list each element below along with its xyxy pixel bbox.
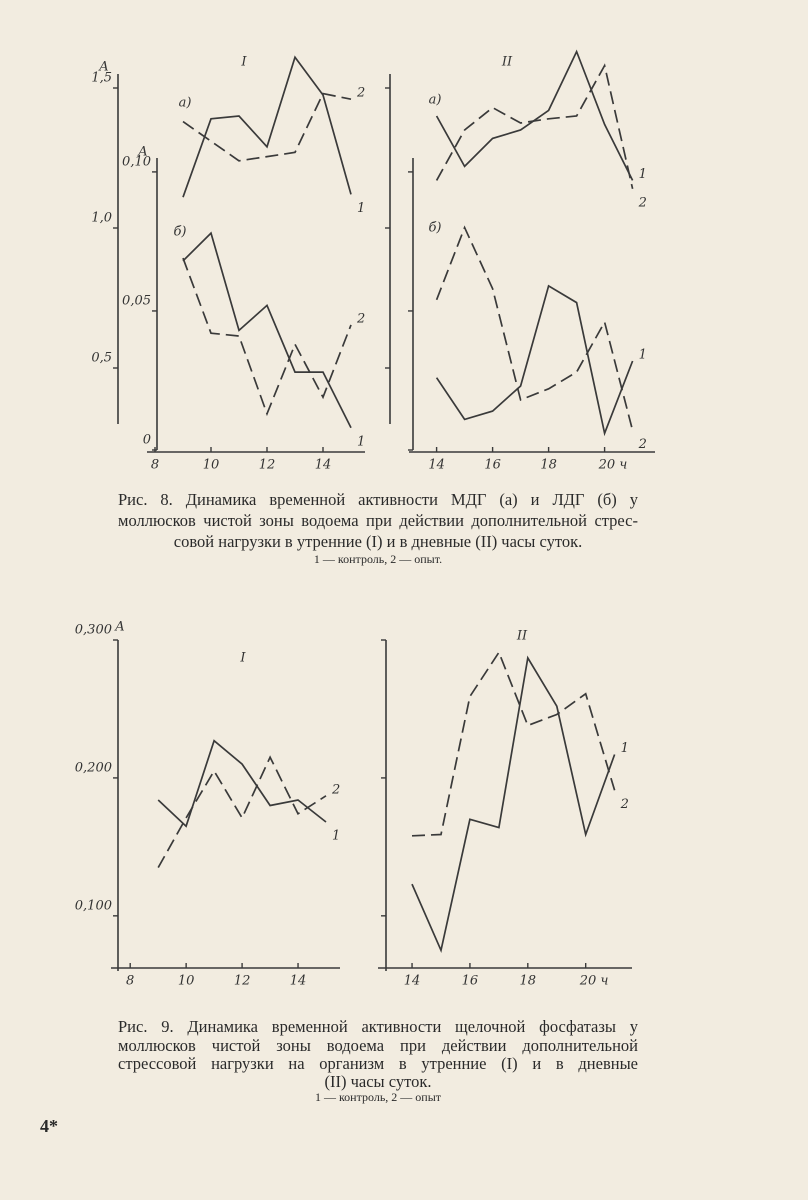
caption-legend: 1 — контроль, 2 — опыт. (313, 552, 443, 566)
panel-label: II (516, 629, 528, 644)
page-number: 4* (40, 1116, 58, 1136)
panel-label: I (240, 55, 247, 70)
data-line (411, 655, 616, 954)
y-tick-label: 0,5 (91, 351, 112, 366)
panel-label: II (501, 55, 513, 70)
y-tick-label: 0,200 (75, 760, 112, 775)
y-tick-label: 0,10 (122, 154, 151, 169)
x-tick-label: 8 (126, 974, 134, 989)
y-label: A (114, 620, 124, 635)
data-line (182, 257, 352, 417)
series-label: 1 (332, 829, 340, 844)
x-tick-label: 14 (428, 458, 445, 473)
x-tick-label: 12 (259, 458, 276, 473)
caption-line: моллюсков чистой зоны водоема при действ… (118, 1036, 638, 1055)
series-label: 1 (357, 201, 365, 216)
x-tick-label: 10 (178, 974, 195, 989)
caption-line: моллюсков чистой зоны водоема при действ… (118, 511, 638, 530)
y-tick-label: 1,0 (91, 211, 112, 226)
data-line (182, 92, 352, 162)
y-tick-label: 0 (143, 433, 151, 448)
data-line (157, 739, 327, 828)
x-tick-label: 10 (203, 458, 220, 473)
data-line (435, 63, 634, 189)
caption-line: Рис. 9. Динамика временной активности ще… (118, 1017, 638, 1036)
y-tick-label: 0,300 (75, 623, 112, 638)
x-tick-label: 16 (462, 974, 479, 989)
panel-label: I (239, 651, 246, 666)
x-tick-label: 16 (484, 458, 501, 473)
caption-line: (II) часы суток. (324, 1072, 432, 1091)
x-tick-label: 14 (315, 458, 332, 473)
series-label: 2 (620, 797, 629, 812)
data-line (182, 55, 352, 198)
series-label: 1 (639, 348, 647, 363)
x-tick-label: 20 ч (579, 974, 609, 989)
annotation: а) (429, 93, 442, 108)
series-label: 2 (356, 311, 365, 326)
x-tick-label: 20 ч (598, 458, 628, 473)
y-tick-label: 0,100 (75, 898, 112, 913)
y2-label: A (137, 145, 147, 160)
x-tick-label: 14 (290, 974, 307, 989)
series-label: 2 (356, 86, 365, 101)
caption-legend: 1 — контроль, 2 — опыт (314, 1090, 442, 1104)
series-label: 2 (638, 195, 647, 210)
annotation: б) (173, 225, 186, 240)
annotation: б) (428, 221, 441, 236)
y-label: A (98, 60, 108, 75)
data-line (157, 755, 327, 869)
data-line (435, 49, 634, 181)
caption-line: стрессовой нагрузки на организм в утренн… (118, 1054, 638, 1073)
series-label: 1 (357, 434, 365, 449)
series-label: 1 (621, 741, 629, 756)
caption-line: Рис. 8. Динамика временной активности МД… (118, 490, 638, 509)
x-tick-label: 12 (234, 974, 251, 989)
x-tick-label: 14 (404, 974, 421, 989)
x-tick-label: 18 (520, 974, 537, 989)
data-line (182, 231, 352, 429)
x-tick-label: 18 (540, 458, 557, 473)
x-tick-label: 8 (151, 458, 159, 473)
data-line (435, 225, 634, 431)
series-label: 2 (638, 437, 647, 452)
data-line (411, 650, 616, 837)
y-tick-label: 1,5 (91, 71, 112, 86)
caption-line: совой нагрузки в утренние (I) и в дневны… (173, 532, 583, 551)
annotation: а) (179, 96, 192, 111)
data-line (435, 284, 634, 437)
series-label: 2 (331, 782, 340, 797)
series-label: 1 (639, 167, 647, 182)
y-tick-label: 0,05 (122, 293, 151, 308)
